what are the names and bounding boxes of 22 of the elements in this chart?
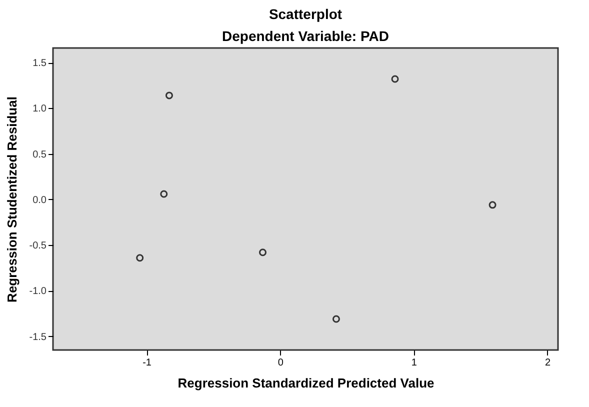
point <box>259 248 266 256</box>
chart-title: Scatterplot <box>268 6 342 22</box>
y-tick-label: 1.5 <box>32 58 47 70</box>
y-tick-label: 0.0 <box>32 194 47 206</box>
y-axis-title: Regression Studentized Residual <box>4 96 20 302</box>
x-tick-label: 1 <box>411 358 418 368</box>
y-tick-label: -1.0 <box>29 286 47 298</box>
point <box>488 201 496 209</box>
chart-subtitle: Dependent Variable: PAD <box>222 28 390 44</box>
point <box>160 190 168 198</box>
x-tick-label: 0 <box>278 358 284 368</box>
y-tick-label: 0.5 <box>32 149 47 160</box>
point <box>391 75 399 83</box>
point <box>136 254 144 262</box>
point <box>332 315 340 323</box>
point <box>165 92 173 100</box>
y-tick-label: -1.5 <box>29 332 47 343</box>
y-tick-label: -0.5 <box>29 240 47 252</box>
y-tick-label: 1.0 <box>32 104 47 115</box>
x-axis-title: Regression Standardized Predicted Value <box>178 376 434 390</box>
x-tick-label: -1 <box>142 358 152 368</box>
x-tick-label: 2 <box>545 358 552 368</box>
